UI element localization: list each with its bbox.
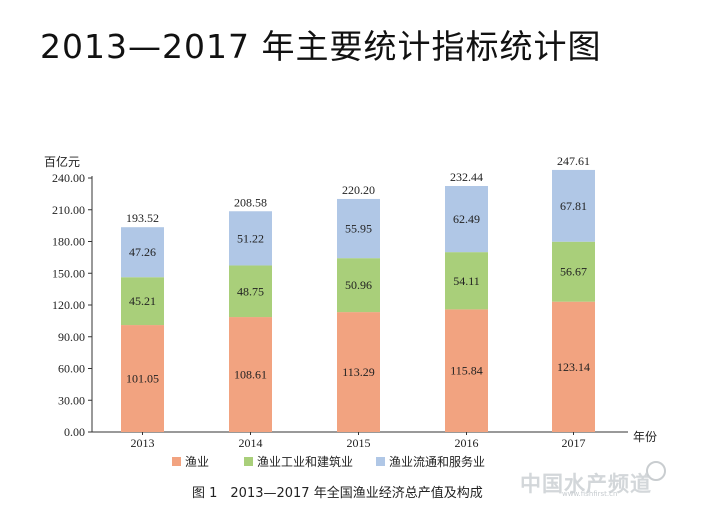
segment-value-label: 48.75: [237, 284, 264, 298]
segment-value-label: 47.26: [129, 245, 156, 259]
chart-legend: 渔业 渔业工业和建筑业 渔业流通和服务业: [172, 454, 485, 469]
chart-bars: [121, 169, 595, 432]
y-tick-label: 180.00: [52, 235, 85, 249]
bar-segment: [229, 211, 272, 266]
watermark-logo-icon: [646, 461, 666, 481]
bar-segment: [445, 309, 488, 432]
x-tick-label: 2016: [455, 436, 479, 450]
bar-segment: [552, 169, 595, 242]
legend-label: 渔业流通和服务业: [389, 454, 485, 469]
y-tick-label: 60.00: [58, 362, 85, 376]
bar-segment: [445, 252, 488, 310]
segment-value-label: 113.29: [342, 365, 375, 379]
segment-value-label: 67.81: [560, 199, 587, 213]
bar-segment: [337, 198, 380, 259]
bar-segment: [121, 277, 164, 326]
y-tick-label: 30.00: [58, 393, 85, 407]
legend-swatch: [244, 457, 253, 466]
x-tick-label: 2015: [347, 436, 371, 450]
segment-value-label: 115.84: [450, 364, 483, 378]
y-tick-label: 150.00: [52, 266, 85, 280]
y-tick-label: 120.00: [52, 298, 85, 312]
bar-total-label: 247.61: [557, 154, 590, 168]
bar-segment: [121, 325, 164, 432]
watermark-text: 中国水产频道: [520, 472, 652, 496]
segment-value-label: 54.11: [453, 274, 480, 288]
bar-segment: [445, 186, 488, 253]
bar-total-label: 208.58: [234, 195, 267, 209]
y-tick-label: 0.00: [64, 425, 85, 439]
bar-total-label: 193.52: [126, 211, 159, 225]
segment-value-label: 62.49: [453, 212, 480, 226]
x-tick-label: 2014: [239, 436, 263, 450]
bar-segment: [229, 317, 272, 432]
chart-axes: 0.00 30.00 60.00 90.00 120.00 150.00 180.00 210…: [44, 154, 657, 450]
bar-segment: [552, 241, 595, 302]
watermark-url: www.fishfirst.cn: [562, 490, 618, 498]
segment-value-label: 51.22: [237, 231, 264, 245]
x-tick-label: 2013: [131, 436, 155, 450]
figure-caption: 图 1 2013—2017 年全国渔业经济总产值及构成: [192, 485, 483, 501]
legend-swatch: [376, 457, 385, 466]
bar-segment: [121, 227, 164, 278]
chart-data-labels: 101.05 45.21 47.26 193.52 108.61 48.75 51.22 20…: [126, 154, 590, 386]
legend-label: 渔业: [185, 455, 209, 469]
segment-value-label: 101.05: [126, 372, 159, 386]
bar-total-label: 220.20: [342, 183, 375, 197]
y-tick-label: 240.00: [52, 171, 85, 185]
x-axis-label: 年份: [633, 430, 657, 444]
legend-swatch: [172, 457, 181, 466]
segment-value-label: 55.95: [345, 222, 372, 236]
page-title: 2013—2017 年主要统计指标统计图: [40, 27, 602, 66]
x-tick-label: 2017: [562, 436, 586, 450]
bar-segment: [337, 258, 380, 313]
y-tick-label: 210.00: [52, 203, 85, 217]
segment-value-label: 45.21: [129, 294, 156, 308]
segment-value-label: 56.67: [560, 265, 587, 279]
legend-label: 渔业工业和建筑业: [257, 454, 353, 469]
bar-segment: [552, 301, 595, 432]
y-axis-label: 百亿元: [44, 154, 80, 169]
bar-total-label: 232.44: [450, 170, 483, 184]
segment-value-label: 50.96: [345, 278, 372, 292]
bar-segment: [337, 312, 380, 432]
y-tick-label: 90.00: [58, 330, 85, 344]
bar-segment: [229, 265, 272, 318]
segment-value-label: 123.14: [557, 360, 590, 374]
segment-value-label: 108.61: [234, 368, 267, 382]
